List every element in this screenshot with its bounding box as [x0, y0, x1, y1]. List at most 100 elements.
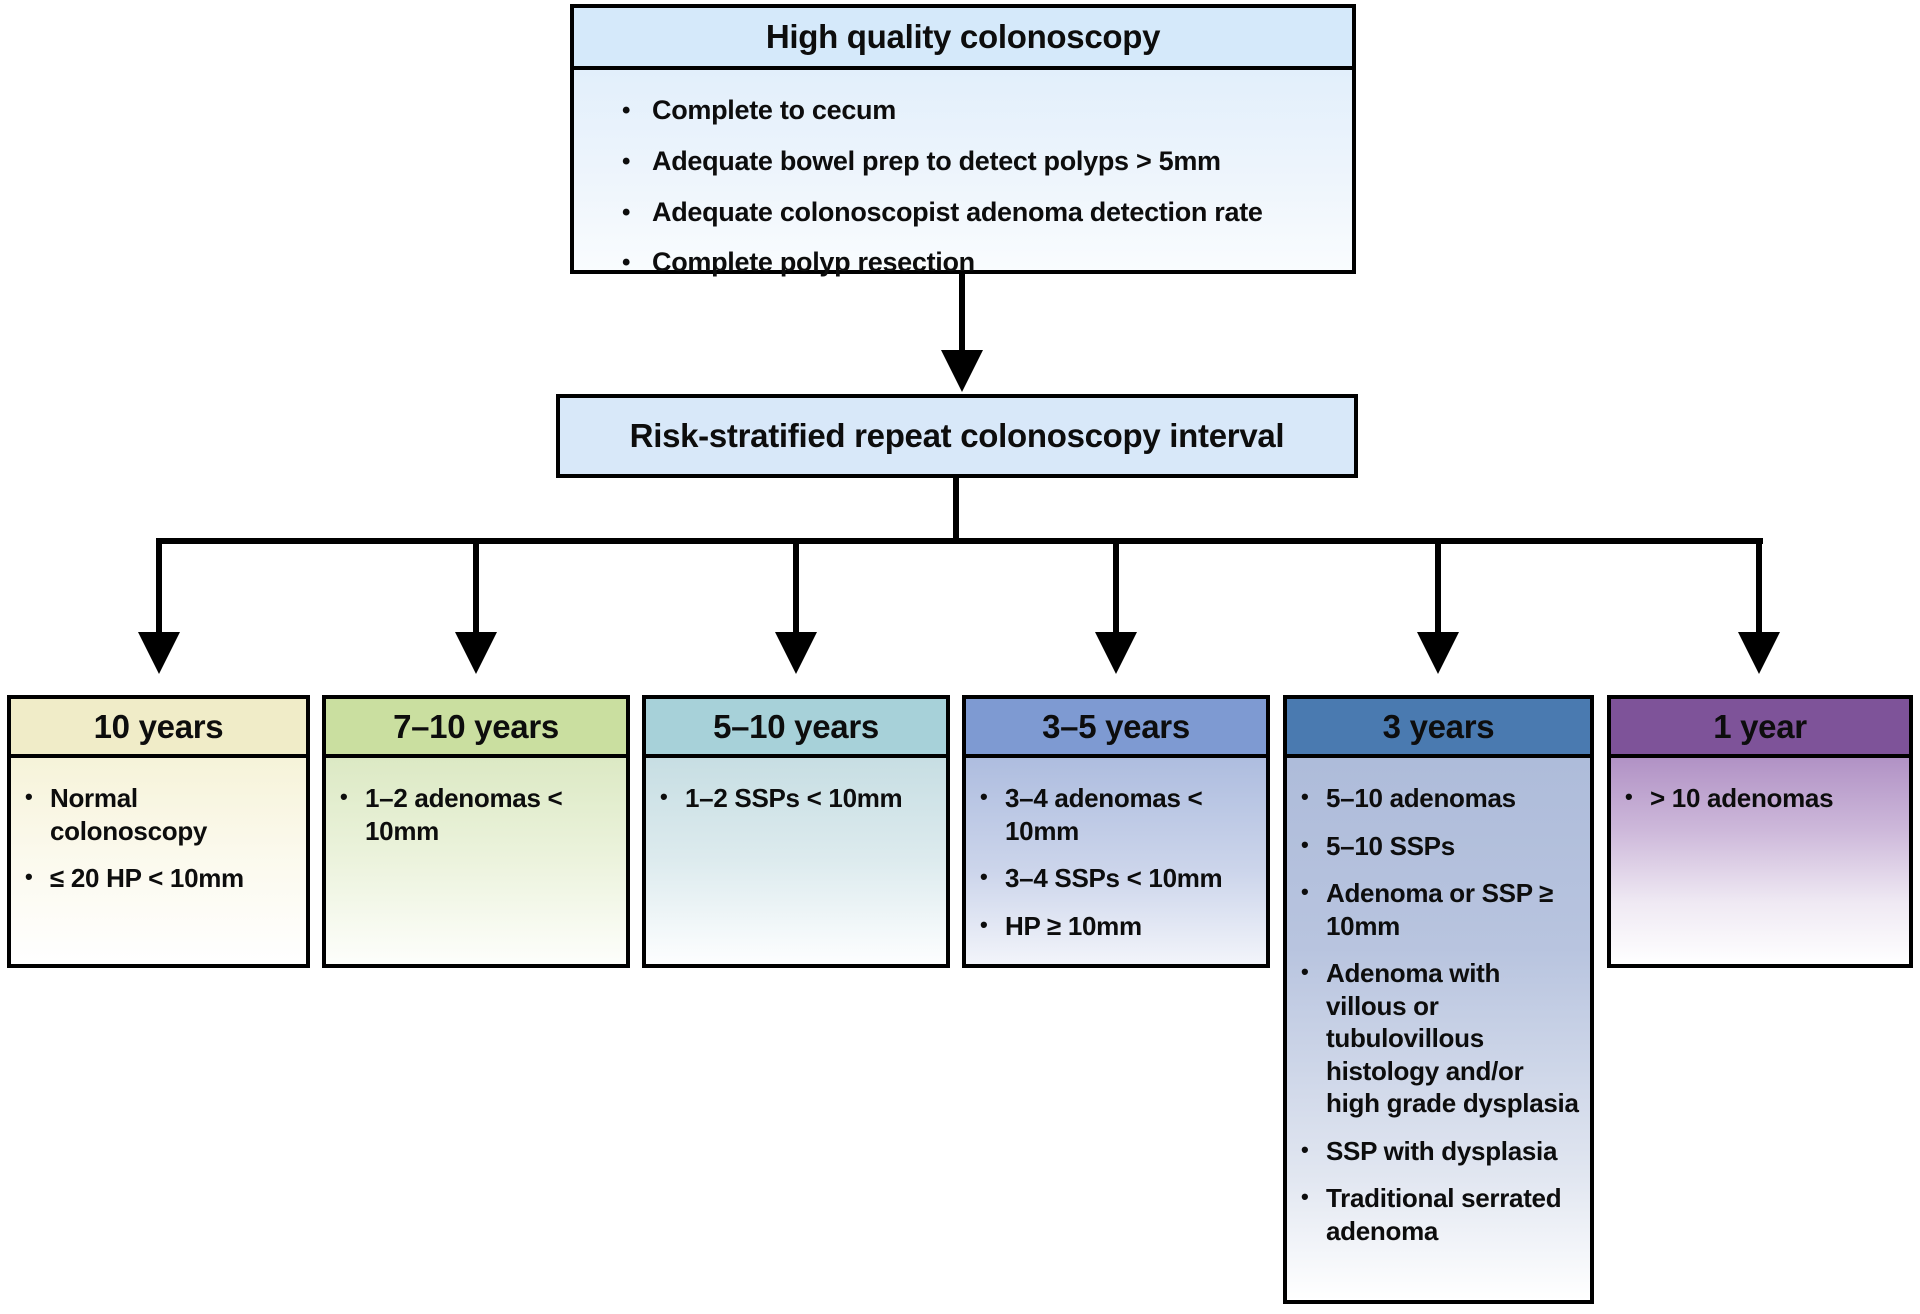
list-item: • Normal colonoscopy — [25, 782, 296, 847]
bullet-dot: • — [1301, 959, 1309, 984]
risk-stratified-interval-box: Risk-stratified repeat colonoscopy inter… — [556, 394, 1358, 478]
bullet-dot: • — [980, 864, 988, 889]
bullet-dot: • — [1301, 1136, 1309, 1162]
interval-criteria-panel: • > 10 adenomas — [1611, 758, 1909, 964]
interval-label: 3 years — [1287, 699, 1590, 758]
interval-criteria-list: • Normal colonoscopy • ≤ 20 HP < 10mm — [11, 758, 306, 895]
list-item: • Adequate colonoscopist adenoma detectio… — [622, 196, 1326, 230]
interval-box-7-10-years: 7–10 years • 1–2 adenomas < 10mm — [322, 695, 630, 968]
high-quality-colonoscopy-box: High quality colonoscopy • Complete to ce… — [570, 4, 1356, 277]
interval-criteria-list: • 5–10 adenomas • 5–10 SSPs • Adenoma or SS… — [1287, 758, 1590, 1247]
arrow-down-icon — [455, 632, 497, 674]
bullet-dot: • — [980, 911, 988, 937]
list-item: • Complete polyp resection — [622, 246, 1326, 280]
bullet-dot: • — [25, 864, 33, 889]
high-quality-criteria-list: • Complete to cecum • Adequate bowel prep … — [574, 70, 1352, 280]
bullet-dot: • — [622, 249, 631, 277]
list-item: • SSP with dysplasia — [1301, 1135, 1580, 1168]
interval-box-5-10-years: 5–10 years • 1–2 SSPs < 10mm — [642, 695, 950, 968]
connector-line — [959, 274, 965, 352]
interval-label: 1 year — [1611, 699, 1909, 758]
bullet-text: 5–10 SSPs — [1326, 830, 1455, 861]
bullet-text: Complete to cecum — [652, 95, 896, 125]
connector-line — [1756, 538, 1762, 634]
interval-criteria-list: • 1–2 SSPs < 10mm — [646, 758, 946, 815]
interval-criteria-panel: • 5–10 adenomas • 5–10 SSPs • Adenoma or SS… — [1287, 758, 1590, 1300]
arrow-down-icon — [775, 632, 817, 674]
connector-line — [1113, 538, 1119, 634]
bullet-dot: • — [1301, 1184, 1309, 1209]
bullet-dot: • — [980, 784, 988, 809]
interval-criteria-panel: • 1–2 adenomas < 10mm — [326, 758, 626, 964]
arrow-down-icon — [1738, 632, 1780, 674]
bullet-text: Traditional serrated adenoma — [1326, 1183, 1562, 1246]
interval-criteria-panel: • 3–4 adenomas < 10mm • 3–4 SSPs < 10mm • H… — [966, 758, 1266, 964]
branch-rail-line — [156, 538, 1763, 544]
bullet-text: 3–4 adenomas < 10mm — [1005, 783, 1203, 846]
bullet-text: 1–2 adenomas < 10mm — [365, 783, 563, 846]
interval-criteria-panel: • 1–2 SSPs < 10mm — [646, 758, 946, 964]
list-item: • 1–2 SSPs < 10mm — [660, 782, 936, 815]
bullet-text: Adequate colonoscopist adenoma detection… — [652, 196, 1263, 227]
arrow-down-icon — [1095, 632, 1137, 674]
high-quality-colonoscopy-title: High quality colonoscopy — [574, 8, 1352, 70]
risk-stratified-interval-title: Risk-stratified repeat colonoscopy inter… — [629, 417, 1285, 454]
list-item: • 3–4 SSPs < 10mm — [980, 862, 1256, 895]
connector-line — [953, 478, 959, 542]
bullet-dot: • — [340, 784, 348, 809]
bullet-text: > 10 adenomas — [1650, 783, 1834, 813]
arrow-down-icon — [138, 632, 180, 674]
bullet-text: SSP with dysplasia — [1326, 1135, 1558, 1166]
bullet-text: Adequate bowel prep to detect polyps > 5… — [652, 145, 1221, 176]
connector-line — [793, 538, 799, 634]
interval-box-3-years: 3 years • 5–10 adenomas • 5–10 SSPs • Adeno… — [1283, 695, 1594, 1304]
bullet-dot: • — [622, 147, 631, 175]
bullet-dot: • — [1625, 784, 1633, 809]
interval-box-3-5-years: 3–5 years • 3–4 adenomas < 10mm • 3–4 SSPs… — [962, 695, 1270, 968]
list-item: • > 10 adenomas — [1625, 782, 1899, 815]
interval-label: 10 years — [11, 699, 306, 758]
bullet-text: 1–2 SSPs < 10mm — [685, 783, 903, 813]
bullet-text: ≤ 20 HP < 10mm — [50, 863, 244, 893]
interval-label: 5–10 years — [646, 699, 946, 758]
list-item: • Adenoma or SSP ≥ 10mm — [1301, 877, 1580, 942]
bullet-dot: • — [660, 784, 668, 809]
list-item: • 1–2 adenomas < 10mm — [340, 782, 616, 847]
interval-label: 3–5 years — [966, 699, 1266, 758]
interval-box-1-year: 1 year • > 10 adenomas — [1607, 695, 1913, 968]
connector-line — [156, 538, 162, 634]
interval-criteria-list: • > 10 adenomas — [1611, 758, 1909, 815]
list-item: • Traditional serrated adenoma — [1301, 1182, 1580, 1247]
bullet-dot: • — [622, 97, 631, 124]
list-item: • Complete to cecum — [622, 94, 1326, 128]
list-item: • Adenoma with villous or tubulovillous h… — [1301, 957, 1580, 1120]
interval-criteria-list: • 3–4 adenomas < 10mm • 3–4 SSPs < 10mm • H… — [966, 758, 1266, 942]
interval-box-10-years: 10 years • Normal colonoscopy • ≤ 20 HP < … — [7, 695, 310, 968]
bullet-dot: • — [1301, 879, 1309, 904]
bullet-dot: • — [1301, 784, 1309, 809]
bullet-dot: • — [622, 198, 631, 226]
interval-criteria-panel: • Normal colonoscopy • ≤ 20 HP < 10mm — [11, 758, 306, 964]
list-item: • HP ≥ 10mm — [980, 910, 1256, 943]
interval-label: 7–10 years — [326, 699, 626, 758]
connector-line — [1435, 538, 1441, 634]
bullet-text: Complete polyp resection — [652, 247, 975, 278]
bullet-text: 3–4 SSPs < 10mm — [1005, 863, 1223, 893]
arrow-down-icon — [941, 350, 983, 392]
list-item: • 3–4 adenomas < 10mm — [980, 782, 1256, 847]
list-item: • 5–10 SSPs — [1301, 830, 1580, 863]
arrow-down-icon — [1417, 632, 1459, 674]
bullet-text: HP ≥ 10mm — [1005, 910, 1142, 941]
bullet-text: 5–10 adenomas — [1326, 783, 1516, 813]
interval-criteria-list: • 1–2 adenomas < 10mm — [326, 758, 626, 847]
bullet-dot: • — [25, 784, 33, 809]
bullet-dot: • — [1301, 831, 1309, 857]
bullet-text: Adenoma with villous or tubulovillous hi… — [1326, 958, 1579, 1118]
high-quality-criteria-panel: • Complete to cecum • Adequate bowel prep … — [574, 70, 1352, 277]
connector-line — [473, 538, 479, 634]
list-item: • ≤ 20 HP < 10mm — [25, 862, 296, 895]
list-item: • Adequate bowel prep to detect polyps > … — [622, 145, 1326, 179]
bullet-text: Normal colonoscopy — [50, 783, 208, 846]
bullet-text: Adenoma or SSP ≥ 10mm — [1326, 878, 1554, 941]
